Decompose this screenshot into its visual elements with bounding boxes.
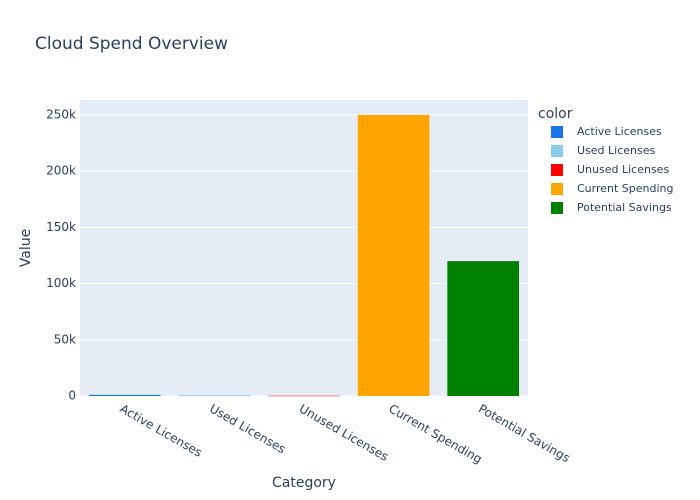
- x-axis-title: Category: [272, 475, 336, 491]
- legend-label: Potential Savings: [577, 201, 672, 214]
- legend-swatch: [551, 126, 563, 138]
- y-tick-label: 0: [68, 389, 76, 403]
- y-axis-title: Value: [18, 229, 34, 267]
- y-tick-label: 200k: [46, 164, 76, 178]
- bar: [178, 395, 251, 396]
- x-tick-label: Current Spending: [386, 402, 484, 467]
- y-tick-label: 100k: [46, 276, 76, 290]
- legend-label: Current Spending: [577, 182, 674, 195]
- x-tick-label: Unused Licenses: [297, 402, 391, 464]
- x-tick-label: Potential Savings: [476, 402, 572, 466]
- legend-swatch: [551, 145, 563, 157]
- legend-title: color: [538, 106, 573, 122]
- y-tick-label: 150k: [46, 220, 76, 234]
- x-tick-label: Active Licenses: [118, 402, 205, 460]
- legend-label: Used Licenses: [577, 144, 655, 157]
- bar: [357, 114, 430, 396]
- legend-swatch: [551, 202, 563, 214]
- x-tick-label: Used Licenses: [207, 402, 288, 457]
- legend-label: Unused Licenses: [577, 163, 669, 176]
- legend-swatch: [551, 164, 563, 176]
- chart-title: Cloud Spend Overview: [35, 34, 228, 54]
- y-tick-label: 50k: [54, 332, 76, 346]
- legend-swatch: [551, 183, 563, 195]
- y-tick-label: 250k: [46, 107, 76, 121]
- bar: [88, 394, 161, 396]
- bar: [268, 395, 340, 397]
- bar: [447, 261, 520, 396]
- legend-label: Active Licenses: [577, 125, 662, 138]
